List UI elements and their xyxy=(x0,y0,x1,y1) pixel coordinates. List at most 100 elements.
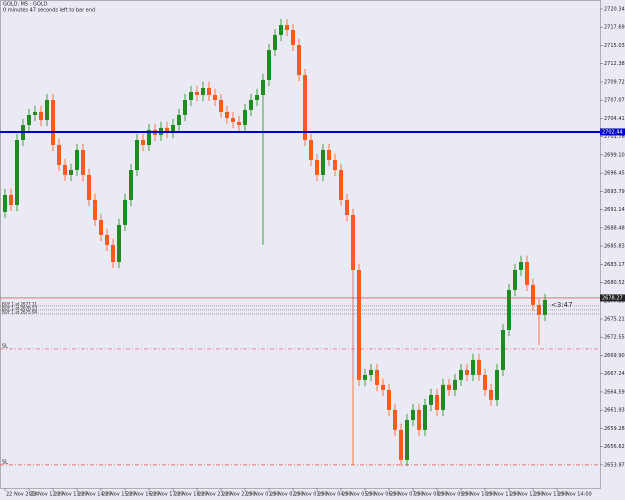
candle-body xyxy=(321,149,325,175)
candle-body xyxy=(477,359,481,375)
candle-body xyxy=(117,224,121,262)
candle-body xyxy=(369,369,373,375)
candle-body xyxy=(303,75,307,140)
candle-body xyxy=(249,100,253,110)
candle-body xyxy=(363,374,367,380)
x-tick-label: 22 Nov 18:00 xyxy=(174,492,208,498)
candle-body xyxy=(399,429,403,460)
candle-body xyxy=(207,87,211,95)
x-tick-label: 22 Nov 2024 xyxy=(6,492,38,498)
candle-body xyxy=(405,419,409,460)
candle-body xyxy=(111,244,115,262)
candle-body xyxy=(441,384,445,410)
y-tick-label: 2683.17 xyxy=(604,262,625,268)
candle-body xyxy=(255,94,259,101)
hline-label-box xyxy=(600,128,625,136)
candle-body xyxy=(267,50,271,80)
candle-body xyxy=(537,304,541,315)
candle-body xyxy=(489,389,493,400)
candle-body xyxy=(381,384,385,390)
candle-body xyxy=(483,374,487,390)
hline-label: 2702.44 xyxy=(602,129,623,135)
candle-body xyxy=(141,139,145,145)
candle-body xyxy=(519,261,523,270)
x-tick-label: 25 Nov 12:00 xyxy=(510,492,544,498)
candle-body xyxy=(201,87,205,95)
y-tick-label: 2696.45 xyxy=(604,171,625,177)
candle-body xyxy=(471,359,475,375)
candle-body xyxy=(375,369,379,385)
candle-body xyxy=(525,261,529,285)
candle-body xyxy=(225,111,229,118)
candle-body xyxy=(465,369,469,375)
x-tick-label: 22 Nov 16:00 xyxy=(126,492,160,498)
countdown: <3:47 xyxy=(551,301,573,309)
candle-body xyxy=(69,169,73,175)
candle-body xyxy=(99,219,103,235)
candle-body xyxy=(495,369,499,400)
y-tick-label: 2691.14 xyxy=(604,207,625,213)
y-tick-label: 2720.34 xyxy=(604,6,625,12)
y-tick-label: 2667.24 xyxy=(604,371,625,377)
candle-body xyxy=(123,199,127,225)
x-tick-label: 22 Nov 22:00 xyxy=(222,492,256,498)
candle-body xyxy=(543,299,547,315)
candle-body xyxy=(147,129,151,145)
candle-body xyxy=(171,125,175,132)
candle-body xyxy=(357,269,361,380)
candle-body xyxy=(279,25,283,35)
candle-body xyxy=(531,284,535,305)
x-tick-label: 25 Nov 04:00 xyxy=(318,492,352,498)
y-tick-label: 2669.90 xyxy=(604,353,625,359)
candle-body xyxy=(261,79,265,95)
chart-subtitle: 0 minutes 47 seconds left to bar end xyxy=(3,8,95,14)
stop-label: SL xyxy=(2,343,8,349)
y-tick-label: 2659.28 xyxy=(604,426,625,432)
candle-body xyxy=(417,409,421,430)
candle-body xyxy=(387,389,391,410)
y-tick-label: 2715.03 xyxy=(604,43,625,49)
y-tick-label: 2717.69 xyxy=(604,25,625,31)
candle-body xyxy=(27,114,31,126)
candle-body xyxy=(333,159,337,170)
stop-label: SL xyxy=(2,459,8,465)
candle-body xyxy=(219,100,223,112)
y-tick-label: 2699.10 xyxy=(604,152,625,158)
y-tick-label: 2680.52 xyxy=(604,280,625,286)
y-tick-label: 2672.55 xyxy=(604,335,625,341)
candle-body xyxy=(57,144,61,165)
candle-body xyxy=(501,329,505,370)
candle-body xyxy=(285,25,289,31)
bid-label: 2678.27 xyxy=(602,295,623,301)
y-tick-label: 2693.79 xyxy=(604,189,625,195)
y-tick-label: 2707.07 xyxy=(604,98,625,104)
y-tick-label: 2688.48 xyxy=(604,225,625,231)
candle-body xyxy=(129,169,133,200)
x-tick-label: 25 Nov 10:00 xyxy=(462,492,496,498)
order-label: BUY 1 at 2676.53 xyxy=(2,305,37,310)
x-tick-label: 25 Nov 07:00 xyxy=(390,492,424,498)
candle-body xyxy=(291,30,295,45)
bid-label-box xyxy=(600,294,625,302)
candle-body xyxy=(135,139,139,170)
candle-body xyxy=(3,194,7,212)
x-tick-label: 25 Nov 01:00 xyxy=(246,492,280,498)
candle-body xyxy=(393,409,397,430)
candle-body xyxy=(189,91,193,101)
order-label: BUY 1 at 2675.94 xyxy=(2,309,37,314)
y-tick-label: 2656.62 xyxy=(604,444,625,450)
x-tick-label: 22 Nov 12:00 xyxy=(30,492,64,498)
candle-body xyxy=(105,234,109,245)
candle-body xyxy=(33,111,37,115)
x-tick-label: 22 Nov 17:00 xyxy=(150,492,184,498)
y-tick-label: 2712.38 xyxy=(604,61,625,67)
candle-body xyxy=(213,94,217,101)
candle-body xyxy=(237,121,241,126)
candle-body xyxy=(183,100,187,115)
x-tick-label: 25 Nov 09:00 xyxy=(438,492,472,498)
candle-body xyxy=(45,100,49,120)
candle-body xyxy=(351,214,355,270)
candle-body xyxy=(87,174,91,200)
